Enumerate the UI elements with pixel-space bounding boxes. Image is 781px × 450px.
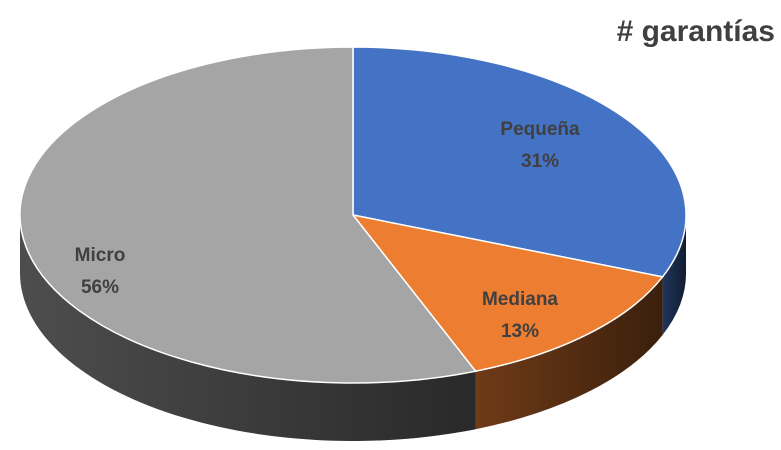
- slice-value-label: 13%: [501, 321, 539, 342]
- slice: [352, 46, 687, 278]
- slice-label: Mediana: [482, 289, 558, 310]
- slice-side-shade: [662, 215, 686, 335]
- slice-label: Pequeña: [500, 119, 580, 140]
- slice-value-label: 56%: [81, 277, 119, 298]
- slice-value-label: 31%: [521, 151, 559, 172]
- slice-label: Micro: [75, 245, 126, 266]
- slice-side-shade: [475, 276, 663, 430]
- slice: [351, 213, 664, 373]
- slice-side-shade: [20, 215, 476, 442]
- slice: [19, 46, 477, 384]
- chart-title: # garantías: [617, 15, 775, 48]
